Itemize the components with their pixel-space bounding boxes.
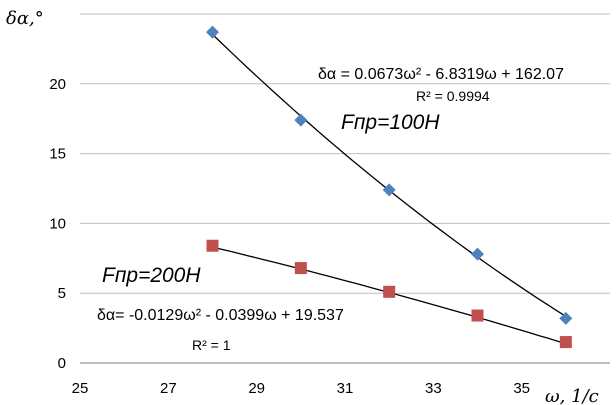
y-tick-label: 20 <box>49 76 66 93</box>
series-1-label: Fпр=100Н <box>341 111 440 134</box>
x-tick-label: 29 <box>248 380 265 397</box>
series-1-trendline-equation: δα = 0.0673ω² - 6.8319ω + 162.07 <box>318 66 564 83</box>
series-2-r2: R² = 1 <box>192 337 231 353</box>
series-2-point <box>560 336 572 348</box>
x-tick-label: 27 <box>160 380 177 397</box>
series-1-point <box>471 248 484 261</box>
series-2-trendline-equation: δα= -0.0129ω² - 0.0399ω + 19.537 <box>97 307 344 324</box>
series-2-point <box>472 310 484 322</box>
y-tick-label: 15 <box>49 146 66 163</box>
series-2-label: Fпр=200Н <box>102 264 201 287</box>
x-tick-label: 33 <box>425 380 442 397</box>
y-axis-title: δα,° <box>6 8 44 29</box>
x-axis-title: ω, 1/c <box>545 386 599 405</box>
y-tick-label: 10 <box>49 215 66 232</box>
x-tick-label: 35 <box>513 380 530 397</box>
x-tick-label: 25 <box>72 380 89 397</box>
series-1-point <box>294 114 307 127</box>
y-tick-label: 0 <box>58 355 66 372</box>
x-tick-label: 31 <box>337 380 354 397</box>
series-1-r2: R² = 0.9994 <box>416 88 490 104</box>
y-tick-labels: 0 5 10 15 20 <box>49 76 66 372</box>
x-tick-labels: 25 27 29 31 33 35 <box>72 380 530 397</box>
y-tick-label: 5 <box>58 285 66 302</box>
series-2-point <box>295 262 307 274</box>
series-2-point <box>207 240 219 252</box>
series-2-point <box>383 286 395 298</box>
series-1-point <box>206 26 219 39</box>
